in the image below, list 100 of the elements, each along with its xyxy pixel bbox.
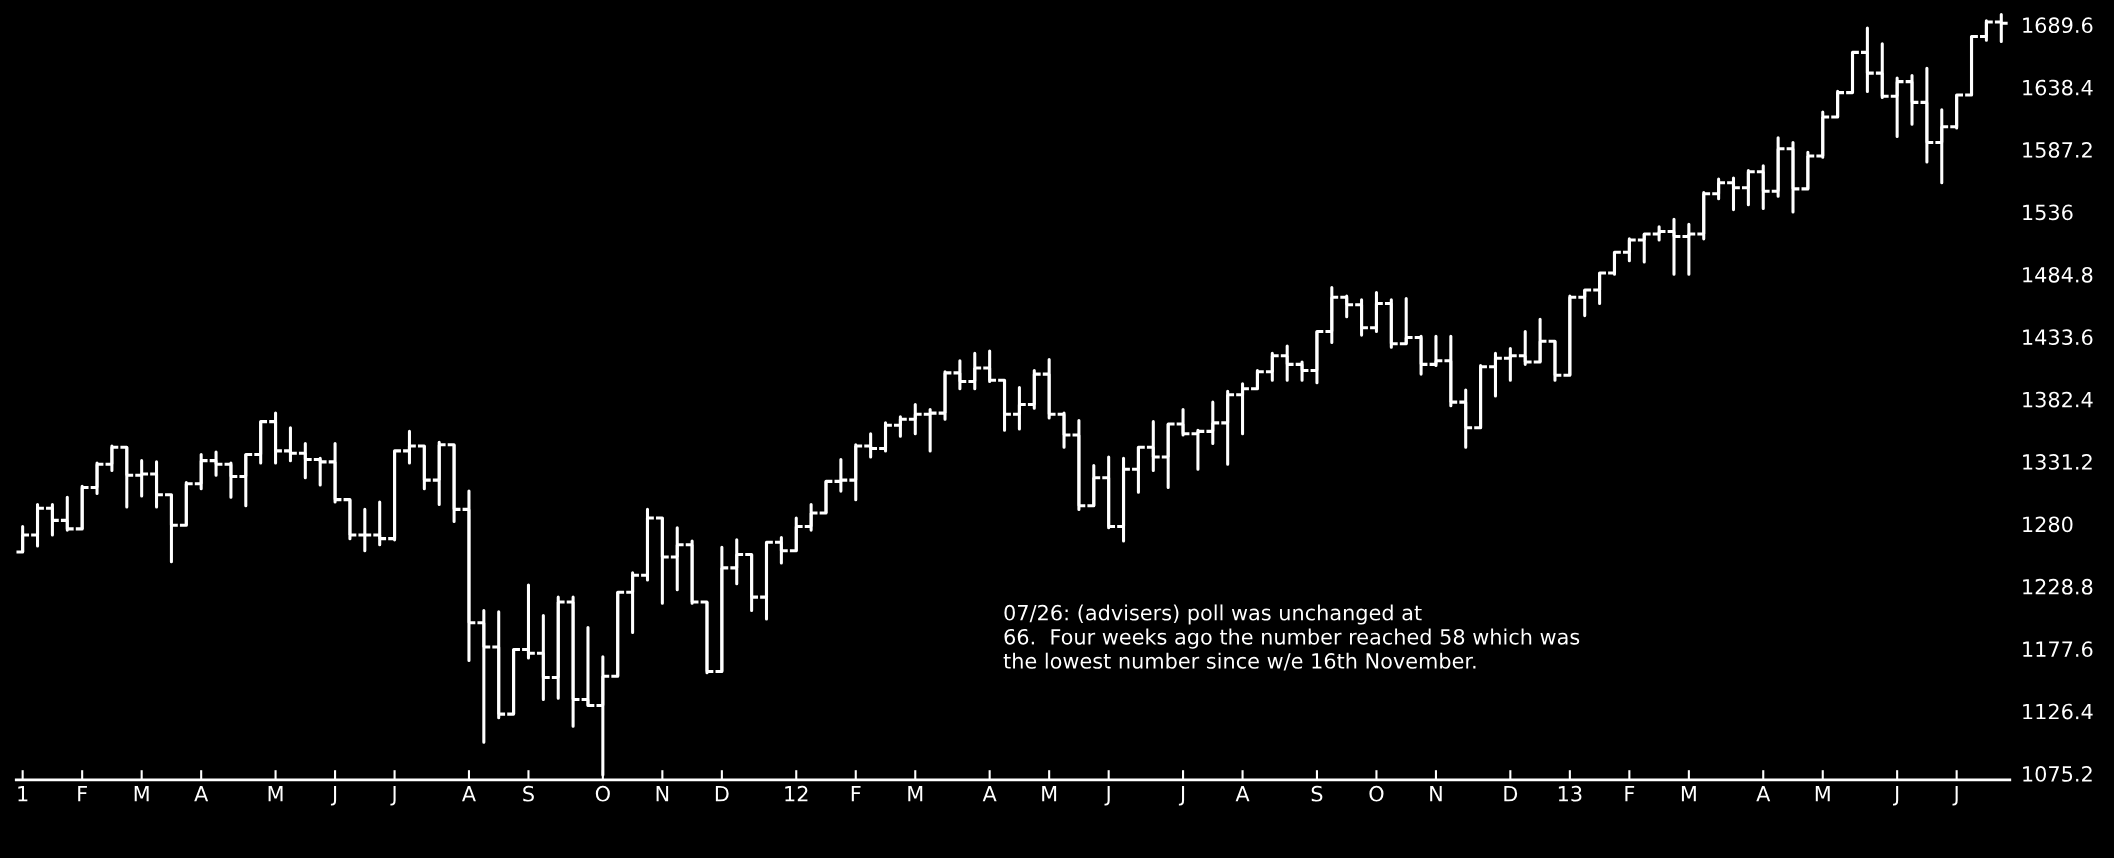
candlestick bbox=[1204, 400, 1221, 446]
x-tick-label: F bbox=[1625, 786, 1635, 802]
y-tick-label: 1484.8 bbox=[2023, 266, 2093, 283]
candlestick bbox=[1026, 368, 1043, 410]
candlestick bbox=[1547, 339, 1563, 382]
candlestick bbox=[1368, 290, 1385, 333]
candlestick bbox=[475, 609, 492, 744]
candlestick bbox=[907, 403, 924, 436]
x-tick-label: J bbox=[1892, 786, 1899, 806]
candlestick bbox=[1785, 141, 1801, 214]
candlestick bbox=[803, 502, 820, 532]
candlestick bbox=[371, 500, 388, 547]
x-tick-label: M bbox=[1042, 786, 1057, 802]
candlestick bbox=[1666, 217, 1682, 276]
candlestick bbox=[699, 600, 715, 675]
candlestick bbox=[996, 378, 1013, 432]
candlestick bbox=[773, 535, 790, 565]
candlestick bbox=[862, 432, 879, 459]
annotation: 07/26: (advisers) poll was unchanged at 66. Four weeks ago the number reached 58 which was the lowest number since w/e 16th November. bbox=[1003, 604, 1580, 671]
candlestick bbox=[431, 440, 448, 507]
y-tick-label: 1280 bbox=[2023, 516, 2073, 533]
candlestick bbox=[728, 538, 745, 586]
candlestick bbox=[1323, 286, 1340, 344]
candlestick bbox=[832, 457, 849, 493]
candlestick bbox=[148, 460, 165, 509]
candlestick bbox=[1279, 344, 1296, 382]
candlestick bbox=[461, 489, 477, 663]
candlestick bbox=[1710, 177, 1727, 201]
x-tick-label: S bbox=[523, 785, 534, 802]
candlestick bbox=[1770, 136, 1787, 198]
candlestick bbox=[267, 411, 284, 465]
x-tick-label: M bbox=[1815, 786, 1830, 802]
y-tick-label: 1228.8 bbox=[2023, 578, 2093, 595]
candlestick bbox=[327, 442, 343, 504]
candlestick bbox=[1041, 357, 1058, 420]
x-tick-label: J bbox=[390, 786, 396, 806]
candlestick bbox=[1100, 455, 1117, 530]
candlestick bbox=[356, 507, 373, 553]
candlestick bbox=[446, 443, 462, 524]
candlestick bbox=[1413, 334, 1429, 376]
candlestick bbox=[282, 426, 299, 463]
x-tick-label: J bbox=[1952, 786, 1958, 806]
x-tick-label: M bbox=[1681, 786, 1696, 802]
candlestick bbox=[654, 516, 671, 605]
y-tick-label: 1689.6 bbox=[2023, 17, 2093, 34]
candlestick bbox=[1859, 26, 1876, 93]
candlestick bbox=[163, 493, 180, 564]
x-tick-label: F bbox=[78, 786, 87, 802]
candlestick bbox=[1442, 334, 1459, 408]
x-tick-label: J bbox=[330, 786, 337, 806]
y-tick-label: 1331.2 bbox=[2023, 454, 2092, 470]
candlestick bbox=[1071, 418, 1087, 511]
x-tick-label: O bbox=[1369, 785, 1384, 802]
x-tick-label: N bbox=[656, 786, 669, 802]
candlestick bbox=[1056, 411, 1072, 449]
candlestick bbox=[535, 613, 552, 702]
y-tick-label: 1536 bbox=[2023, 204, 2073, 221]
x-tick-label: J bbox=[1104, 786, 1110, 806]
candlestick bbox=[223, 461, 239, 499]
candlestick bbox=[193, 453, 210, 491]
y-tick-label: 1638.4 bbox=[2023, 79, 2093, 96]
candlestick bbox=[550, 595, 567, 700]
candlestick bbox=[1993, 13, 2010, 43]
x-tick-label: M bbox=[268, 786, 283, 802]
candlestick bbox=[1457, 388, 1474, 449]
candlestick bbox=[44, 502, 61, 537]
candlestick bbox=[59, 495, 76, 532]
candlestick bbox=[29, 502, 46, 548]
candlestick bbox=[1383, 298, 1400, 349]
candlestick bbox=[1889, 76, 1906, 139]
candlestick bbox=[1353, 298, 1370, 337]
candlestick bbox=[639, 507, 656, 582]
candlestick bbox=[1651, 225, 1668, 242]
candlestick bbox=[1115, 456, 1132, 543]
candlestick bbox=[1918, 66, 1935, 164]
candlestick bbox=[594, 655, 611, 777]
x-tick-label: A bbox=[1756, 786, 1771, 802]
x-tick-label: 12 bbox=[785, 785, 808, 802]
candlestick bbox=[1725, 176, 1742, 212]
y-tick-label: 1382.4 bbox=[2023, 391, 2093, 408]
candlestick bbox=[490, 610, 507, 720]
candlestick bbox=[1874, 42, 1891, 100]
candlestick bbox=[133, 459, 150, 498]
x-tick-label: 13 bbox=[1558, 785, 1582, 802]
y-tick-label: 1075.2 bbox=[2023, 766, 2092, 782]
y-tick-label: 1177.6 bbox=[2023, 641, 2093, 658]
candlestick bbox=[966, 351, 983, 391]
candlestick bbox=[684, 539, 701, 605]
x-tick-label: A bbox=[194, 786, 209, 802]
candlestick bbox=[1502, 347, 1519, 382]
candlestick bbox=[1755, 164, 1772, 210]
x-tick-label: J bbox=[1178, 786, 1185, 806]
x-tick-label: M bbox=[134, 786, 149, 802]
candlestick bbox=[520, 583, 537, 660]
candlestick bbox=[1175, 407, 1191, 437]
candlestick bbox=[922, 407, 939, 453]
x-tick-label: D bbox=[1504, 786, 1518, 802]
y-tick-label: 1433.6 bbox=[2023, 329, 2093, 346]
x-tick-label: S bbox=[1311, 785, 1323, 802]
x-tick-label: M bbox=[908, 786, 923, 802]
